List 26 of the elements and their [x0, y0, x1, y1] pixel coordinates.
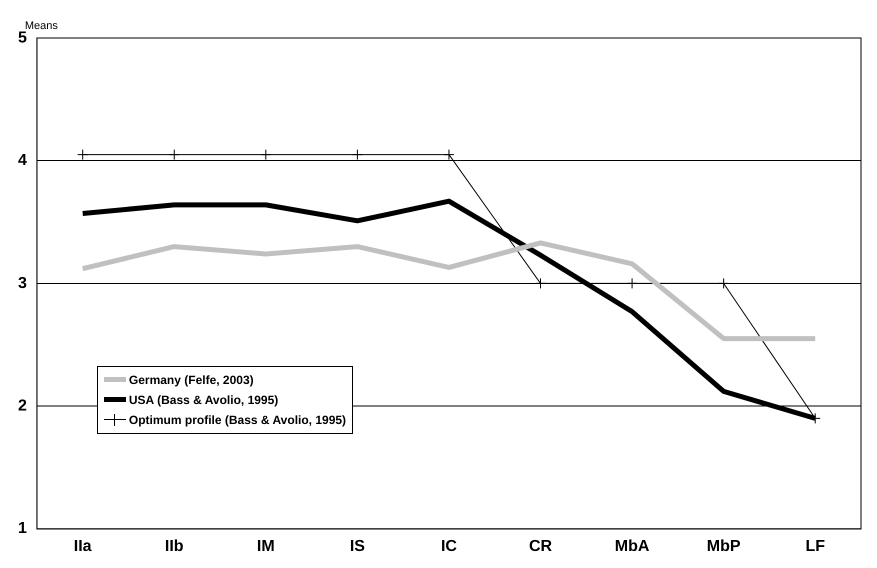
x-tick-label: MbA	[614, 538, 650, 555]
y-tick-label: 3	[18, 274, 27, 292]
x-tick-label: IS	[350, 538, 366, 555]
y-axis-title: Means	[24, 20, 58, 32]
y-tick-label: 1	[18, 520, 27, 538]
x-tick-label: CR	[528, 538, 553, 555]
x-tick-label: MbP	[706, 538, 741, 555]
legend-label: Germany (Felfe, 2003)	[128, 372, 254, 387]
x-tick-label: IM	[256, 538, 275, 555]
x-tick-label: IC	[440, 538, 458, 555]
point	[443, 149, 454, 160]
y-tick-label: 2	[18, 398, 27, 415]
point	[535, 278, 546, 289]
y-tick-label: 4	[18, 152, 27, 170]
x-tick-label: LF	[805, 538, 826, 555]
point	[77, 149, 88, 160]
point	[352, 149, 363, 160]
point	[260, 149, 272, 160]
point	[718, 278, 730, 289]
x-tick-label: IIa	[74, 538, 92, 555]
legend-label: USA (Bass & Avolio, 1995)	[128, 392, 278, 407]
y-tick-label: 5	[18, 29, 27, 46]
x-tick-label: IIb	[164, 538, 184, 555]
point	[168, 149, 180, 160]
legend-label: Optimum profile (Bass & Avolio, 1995)	[128, 412, 346, 427]
point	[626, 278, 638, 289]
